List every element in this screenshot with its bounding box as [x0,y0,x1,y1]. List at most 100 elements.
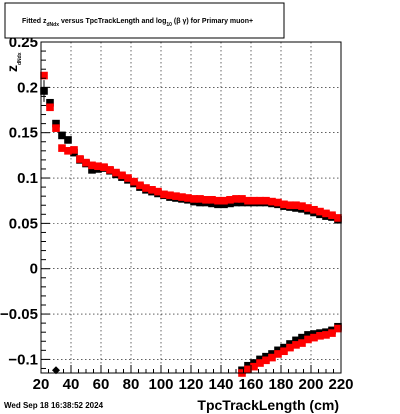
data-point [238,195,246,203]
data-point [298,339,306,347]
data-point [274,198,282,207]
x-tick-label: 20 [33,376,50,393]
data-point [304,331,312,339]
title-box [4,2,285,39]
data-point [58,131,66,140]
data-point [226,195,234,204]
data-point [94,162,102,171]
data-point [256,196,264,205]
data-point [316,207,324,216]
data-point [334,324,342,333]
data-point [322,331,330,339]
y-tick-label: 0 [30,261,38,278]
data-point [280,200,288,209]
y-tick-label: 0.15 [9,125,38,142]
data-point [190,195,198,203]
data-point [268,197,276,206]
data-point [178,193,186,201]
data-point [316,332,324,340]
data-point [76,155,84,163]
data-point [100,163,108,171]
data-point [292,341,300,349]
x-tick-label: 180 [268,376,293,393]
data-point [328,211,336,220]
data-point [244,196,252,205]
data-point [292,201,300,210]
data-point [142,184,150,192]
data-point [268,353,276,362]
data-point [292,336,300,345]
data-point [82,158,90,167]
axis-ticks [40,41,342,373]
data-point [274,350,282,358]
data-point [106,166,114,174]
data-point [172,192,180,200]
data-point [112,168,120,177]
data-point [310,333,318,342]
data-point [202,195,210,204]
data-point [166,191,174,200]
data-point [286,201,294,210]
x-tick-label: 120 [178,376,203,393]
timestamp: Wed Sep 18 16:38:52 2024 [4,401,104,410]
data-point [184,194,192,202]
x-tick-label: 60 [93,376,110,393]
y-tick-label: 0.2 [17,79,38,96]
data-point [52,124,60,132]
y-tick-label: −0.05 [0,306,38,323]
data-point [250,362,258,371]
data-point [232,195,240,203]
y-tick-label: 0.1 [17,170,38,187]
data-point [52,119,60,128]
data-point [124,174,132,182]
tick-labels: 20 40 60 80 100 120 140 160 180 200 220 −0.1 −0.05 0 0… [0,34,353,393]
y-tick-label: −0.1 [8,351,38,368]
x-tick-label: 100 [148,376,173,393]
x-tick-label: 220 [328,376,353,393]
data-point [40,71,48,80]
y-axis-title: zdNdx [4,52,23,72]
x-tick-label: 40 [63,376,80,393]
data-point [304,335,312,344]
x-tick-label: 200 [298,376,323,393]
data-point [250,196,258,205]
data-point [298,202,306,210]
data-point [64,136,72,144]
data-point [118,171,126,180]
data-point [328,329,336,337]
data-point [280,347,288,356]
data-point [244,365,252,374]
x-axis-title: TpcTrackLength (cm) [197,397,339,413]
chart-title: Fitted zdNdx versus TpcTrackLength and l… [22,18,253,28]
data-marks [40,71,342,377]
data-point [220,196,228,205]
x-tick-label: 80 [123,376,140,393]
data-point [256,359,264,367]
data-point [46,103,54,112]
x-tick-label: 160 [238,376,263,393]
data-point [262,356,270,365]
data-point [64,147,72,155]
data-point [310,205,318,214]
data-point [88,161,96,170]
data-point [136,181,144,190]
data-point [46,98,54,107]
data-point [298,333,306,342]
data-point [262,196,270,205]
data-point [70,146,78,154]
data-point [148,186,156,194]
data-point [130,177,138,186]
data-point [304,204,312,212]
data-point [196,195,204,203]
data-point [154,187,162,196]
data-point [88,166,96,174]
data-point [334,214,342,222]
data-point [58,144,66,152]
y-tick-label: 0.05 [9,215,38,232]
data-point [214,196,222,205]
data-point [286,343,294,352]
data-point [208,195,216,204]
data-point [160,190,168,199]
x-tick-label: 140 [208,376,233,393]
